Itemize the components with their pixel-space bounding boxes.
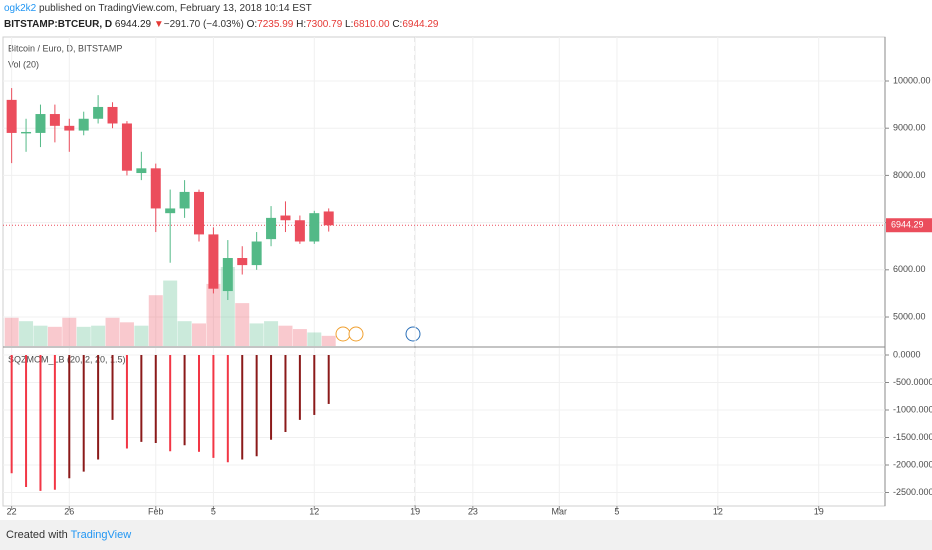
x-tick-label: 5	[211, 506, 216, 516]
volume-bar	[19, 321, 34, 346]
x-tick-label: 19	[410, 506, 420, 516]
volume-bar	[192, 323, 206, 346]
indicator-title: SQZMOM_LB (20, 2, 20, 1.5)	[8, 354, 126, 364]
y-tick-label: -500.0000	[893, 377, 932, 387]
x-tick-label: 5	[614, 506, 619, 516]
x-tick-label: 22	[7, 506, 17, 516]
volume-bar	[105, 317, 120, 346]
l: 6810.00	[353, 19, 390, 30]
volume-bar	[292, 329, 307, 346]
event-icons[interactable]	[335, 326, 421, 342]
volume-bar	[62, 317, 77, 346]
volume-bar	[33, 325, 48, 346]
x-tick-label: 19	[814, 506, 824, 516]
volume-bar	[76, 326, 91, 346]
candle-body	[179, 191, 190, 209]
price-label: 6944.29	[891, 220, 924, 230]
arrow: ▼	[153, 19, 164, 30]
x-tick-label: 12	[309, 506, 319, 516]
c-label: C:	[392, 19, 403, 30]
y-tick-label: -1000.0000	[893, 404, 932, 414]
x-tick-label: 12	[713, 506, 723, 516]
change: −291.70 (−4.03%)	[163, 19, 244, 30]
last: 6944.29	[114, 19, 152, 30]
volume-bar	[321, 335, 336, 346]
candle-body	[222, 258, 233, 292]
ticker-line: BITSTAMP:BTCEUR, D 6944.29 ▼−291.70 (−4.…	[4, 19, 438, 30]
volume-bar	[47, 326, 62, 346]
candle-body	[309, 213, 320, 242]
volume-bar	[264, 321, 279, 346]
candle-body	[165, 208, 176, 214]
candle-body	[266, 217, 277, 240]
candle-body	[121, 123, 132, 171]
x-tick-label: Feb	[148, 506, 164, 516]
volume-bar	[249, 323, 264, 346]
candle-body	[251, 241, 262, 266]
candle-body	[237, 258, 248, 266]
candle-body	[194, 191, 204, 235]
y-tick-label: 10000.00	[893, 75, 931, 85]
x-tick-label: Mar	[552, 506, 568, 516]
x-tick-label: 23	[468, 506, 478, 516]
brand[interactable]: TradingView	[70, 529, 132, 541]
candle-body	[93, 106, 104, 119]
volume-bar	[119, 322, 134, 346]
volume-bar	[307, 332, 322, 346]
volume-bar	[148, 295, 163, 346]
publish-line: ogk2k2 published on TradingView.com, Feb…	[4, 3, 312, 14]
symbol: BITSTAMP:BTCEUR, D	[4, 19, 113, 30]
footer: Created with TradingView	[0, 520, 932, 550]
candle-body	[107, 106, 118, 124]
h-label: H:	[296, 19, 307, 30]
y-tick-label: 6000.00	[893, 264, 926, 274]
candle-body	[78, 118, 89, 131]
volume-bar	[235, 303, 250, 346]
volume-bar	[278, 325, 293, 346]
y-tick-label: -1500.0000	[893, 432, 932, 442]
price-label-box	[886, 218, 932, 233]
y-tick-label: 0.0000	[893, 349, 921, 359]
volume-bar	[206, 283, 221, 346]
candle-body	[21, 131, 32, 134]
event-icon[interactable]	[335, 326, 351, 342]
x-tick-label: 26	[64, 506, 74, 516]
l-label: L:	[345, 19, 354, 30]
candle-body	[35, 114, 46, 133]
y-tick-label: 8000.00	[893, 170, 926, 180]
candle-body	[323, 211, 334, 226]
main-title: Bitcoin / Euro, D, BITSTAMP	[8, 43, 122, 53]
chart: Bitcoin / Euro, D, BITSTAMP Vol (20) SQZ…	[2, 36, 932, 516]
candle-body	[6, 99, 17, 133]
candle-body	[136, 168, 147, 174]
volume-bar	[163, 280, 178, 346]
c: 6944.29	[402, 19, 439, 30]
candle-body	[280, 215, 291, 221]
created: Created with	[6, 529, 68, 541]
y-tick-label: -2500.0000	[893, 487, 932, 497]
volume-bar	[134, 325, 149, 346]
y-tick-label: -2000.0000	[893, 459, 932, 469]
candle-body	[208, 234, 219, 289]
volume-label: Vol (20)	[8, 59, 39, 69]
volume-bar	[91, 325, 106, 346]
y-tick-label: 9000.00	[893, 123, 926, 133]
o-label: O:	[246, 19, 258, 30]
candle-body	[294, 220, 305, 242]
publisher[interactable]: ogk2k2	[4, 3, 37, 14]
h: 7300.79	[306, 19, 343, 30]
volume-bar	[4, 317, 19, 346]
candle-body	[49, 114, 60, 126]
candle-body	[64, 125, 75, 131]
y-tick-label: 5000.00	[893, 311, 926, 321]
candle-body	[150, 168, 161, 209]
o: 7235.99	[257, 19, 294, 30]
frame	[2, 36, 886, 507]
event-icon[interactable]	[348, 326, 364, 342]
event-icon[interactable]	[405, 326, 421, 342]
published: published on TradingView.com, February 1…	[39, 3, 312, 14]
volume-bar	[177, 321, 192, 346]
